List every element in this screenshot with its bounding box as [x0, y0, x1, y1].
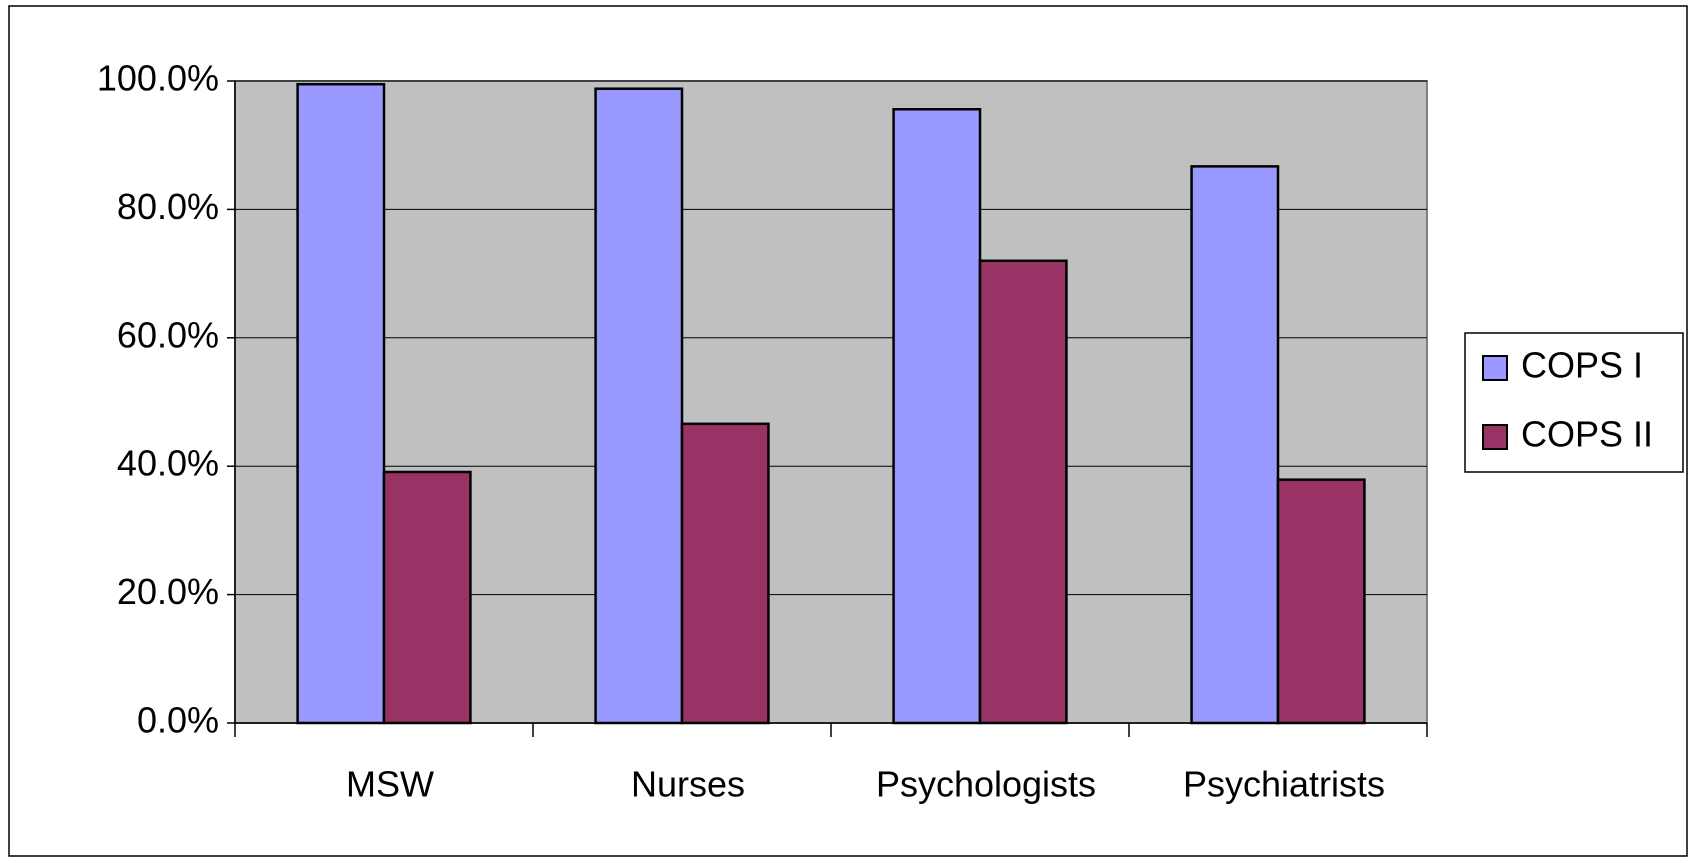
x-tick-label: Psychologists [876, 764, 1096, 805]
y-tick-label: 80.0% [117, 186, 219, 227]
bar [1190, 165, 1280, 725]
bar [892, 107, 982, 725]
x-tick-label: Nurses [631, 764, 745, 805]
bar [978, 259, 1068, 725]
y-tick-label: 0.0% [137, 700, 219, 741]
y-tick-label: 20.0% [117, 571, 219, 612]
bar [680, 422, 770, 725]
legend-swatch [1482, 355, 1508, 381]
legend-label: COPS I [1521, 345, 1643, 386]
x-tick-label: MSW [346, 764, 434, 805]
y-tick-label: 60.0% [117, 314, 219, 355]
legend-swatch [1482, 424, 1508, 450]
legend-label: COPS II [1521, 414, 1653, 455]
y-tick-label: 100.0% [97, 58, 219, 99]
bar [296, 82, 386, 725]
bar [594, 87, 684, 725]
x-tick-label: Psychiatrists [1183, 764, 1385, 805]
y-tick-label: 40.0% [117, 443, 219, 484]
bar [1276, 478, 1366, 725]
bar [382, 470, 472, 725]
